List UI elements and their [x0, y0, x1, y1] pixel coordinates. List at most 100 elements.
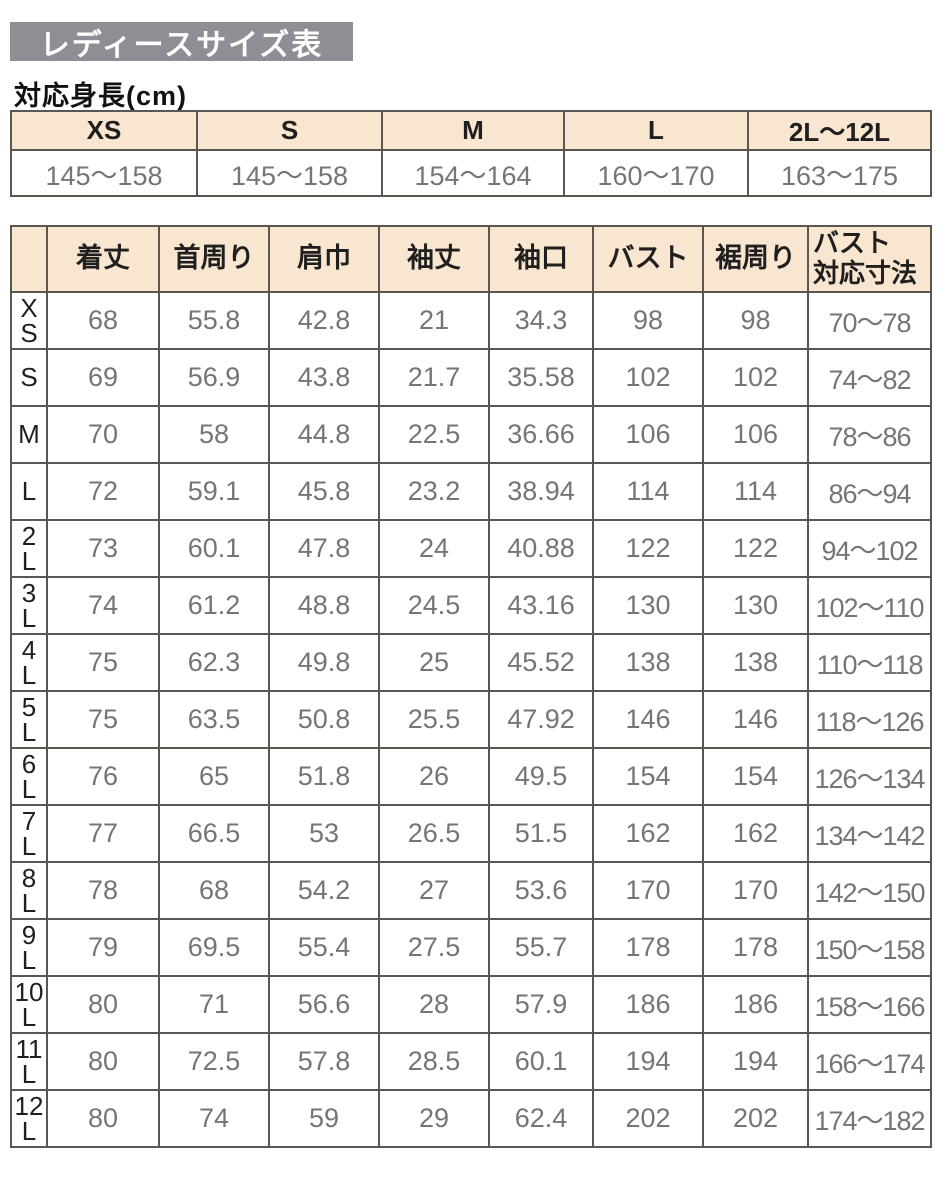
size-cell-4L-7: 110〜118 [807, 633, 932, 692]
size-cell-9L-7: 150〜158 [807, 918, 932, 977]
size-cell-S-4: 35.58 [488, 348, 594, 407]
size-cell-6L-4: 49.5 [488, 747, 594, 806]
size-cell-12L-2: 59 [268, 1089, 380, 1148]
size-row-12L: 12 L 80 74 59 29 62.4 202 202 174〜182 [10, 1089, 932, 1148]
size-cell-11L-2: 57.8 [268, 1032, 380, 1091]
height-col-header-4: 2L〜12L [747, 110, 932, 151]
size-cell-8L-1: 68 [158, 861, 270, 920]
size-cell-3L-2: 48.8 [268, 576, 380, 635]
size-cell-S-5: 102 [592, 348, 704, 407]
size-cell-7L-0: 77 [46, 804, 160, 863]
size-cell-11L-0: 80 [46, 1032, 160, 1091]
size-cell-5L-7: 118〜126 [807, 690, 932, 749]
size-table-body: X S 68 55.8 42.8 21 34.3 98 98 70〜78 S 69 56.9 43.8 2… [10, 291, 932, 1148]
size-row-11L: 11 L 80 72.5 57.8 28.5 60.1 194 194 166〜174 [10, 1032, 932, 1091]
size-cell-XS-3: 21 [378, 291, 490, 350]
height-value-cell-2: 154〜164 [381, 149, 565, 197]
size-cell-L-4: 38.94 [488, 462, 594, 521]
size-cell-7L-5: 162 [592, 804, 704, 863]
height-col-header-1: S [196, 110, 383, 151]
size-row-M: M 70 58 44.8 22.5 36.66 106 106 78〜86 [10, 405, 932, 464]
size-cell-2L-0: 73 [46, 519, 160, 578]
size-row-9L: 9 L 79 69.5 55.4 27.5 55.7 178 178 150〜158 [10, 918, 932, 977]
size-cell-M-2: 44.8 [268, 405, 380, 464]
size-cell-XS-7: 70〜78 [807, 291, 932, 350]
size-row-5L: 5 L 75 63.5 50.8 25.5 47.92 146 146 118〜126 [10, 690, 932, 749]
size-cell-4L-2: 49.8 [268, 633, 380, 692]
size-cell-L-1: 59.1 [158, 462, 270, 521]
size-label-11L: 11 L [10, 1032, 48, 1091]
size-cell-12L-1: 74 [158, 1089, 270, 1148]
size-label-5L: 5 L [10, 690, 48, 749]
size-label-XS: X S [10, 291, 48, 350]
size-cell-9L-3: 27.5 [378, 918, 490, 977]
size-cell-5L-2: 50.8 [268, 690, 380, 749]
size-cell-2L-1: 60.1 [158, 519, 270, 578]
size-cell-M-6: 106 [702, 405, 809, 464]
size-cell-L-3: 23.2 [378, 462, 490, 521]
size-cell-S-6: 102 [702, 348, 809, 407]
size-cell-5L-6: 146 [702, 690, 809, 749]
size-cell-10L-0: 80 [46, 975, 160, 1034]
size-cell-8L-4: 53.6 [488, 861, 594, 920]
size-cell-3L-4: 43.16 [488, 576, 594, 635]
size-cell-M-0: 70 [46, 405, 160, 464]
size-col-header-3: 肩巾 [268, 225, 380, 293]
size-cell-S-2: 43.8 [268, 348, 380, 407]
height-section-label: 対応身長(cm) [14, 81, 188, 111]
size-table: 着丈 首周り 肩巾 袖丈 袖口 バスト 裾周り バスト 対応寸法 X S 68 55.8 42.8 2… [10, 225, 932, 1148]
size-cell-L-6: 114 [702, 462, 809, 521]
size-col-header-5: 袖口 [488, 225, 594, 293]
size-cell-XS-6: 98 [702, 291, 809, 350]
size-cell-7L-4: 51.5 [488, 804, 594, 863]
size-cell-M-7: 78〜86 [807, 405, 932, 464]
height-col-header-2: M [381, 110, 565, 151]
height-value-cell-4: 163〜175 [747, 149, 932, 197]
size-col-header-blank [10, 225, 48, 293]
size-cell-M-1: 58 [158, 405, 270, 464]
size-cell-S-1: 56.9 [158, 348, 270, 407]
size-cell-2L-4: 40.88 [488, 519, 594, 578]
size-cell-4L-5: 138 [592, 633, 704, 692]
size-label-M: M [10, 405, 48, 464]
size-cell-3L-0: 74 [46, 576, 160, 635]
size-cell-2L-3: 24 [378, 519, 490, 578]
size-row-10L: 10 L 80 71 56.6 28 57.9 186 186 158〜166 [10, 975, 932, 1034]
size-col-header-8: バスト 対応寸法 [807, 225, 932, 293]
size-cell-8L-2: 54.2 [268, 861, 380, 920]
size-cell-12L-3: 29 [378, 1089, 490, 1148]
height-col-header-0: XS [10, 110, 198, 151]
size-cell-10L-4: 57.9 [488, 975, 594, 1034]
size-label-L: L [10, 462, 48, 521]
size-cell-S-3: 21.7 [378, 348, 490, 407]
size-cell-6L-0: 76 [46, 747, 160, 806]
size-cell-9L-5: 178 [592, 918, 704, 977]
size-cell-4L-0: 75 [46, 633, 160, 692]
size-cell-11L-3: 28.5 [378, 1032, 490, 1091]
size-label-2L: 2 L [10, 519, 48, 578]
size-cell-7L-6: 162 [702, 804, 809, 863]
size-cell-M-4: 36.66 [488, 405, 594, 464]
size-cell-8L-0: 78 [46, 861, 160, 920]
size-cell-5L-4: 47.92 [488, 690, 594, 749]
size-label-7L: 7 L [10, 804, 48, 863]
size-cell-3L-6: 130 [702, 576, 809, 635]
size-cell-6L-6: 154 [702, 747, 809, 806]
size-label-9L: 9 L [10, 918, 48, 977]
size-cell-10L-3: 28 [378, 975, 490, 1034]
size-row-L: L 72 59.1 45.8 23.2 38.94 114 114 86〜94 [10, 462, 932, 521]
size-cell-10L-6: 186 [702, 975, 809, 1034]
size-cell-M-3: 22.5 [378, 405, 490, 464]
size-col-header-4: 袖丈 [378, 225, 490, 293]
size-cell-2L-7: 94〜102 [807, 519, 932, 578]
size-col-header-6: バスト [592, 225, 704, 293]
size-cell-5L-3: 25.5 [378, 690, 490, 749]
size-row-2L: 2 L 73 60.1 47.8 24 40.88 122 122 94〜102 [10, 519, 932, 578]
page-title-text: レディースサイズ表 [39, 28, 324, 62]
size-cell-12L-0: 80 [46, 1089, 160, 1148]
size-cell-8L-5: 170 [592, 861, 704, 920]
size-cell-M-5: 106 [592, 405, 704, 464]
size-cell-5L-0: 75 [46, 690, 160, 749]
size-label-4L: 4 L [10, 633, 48, 692]
